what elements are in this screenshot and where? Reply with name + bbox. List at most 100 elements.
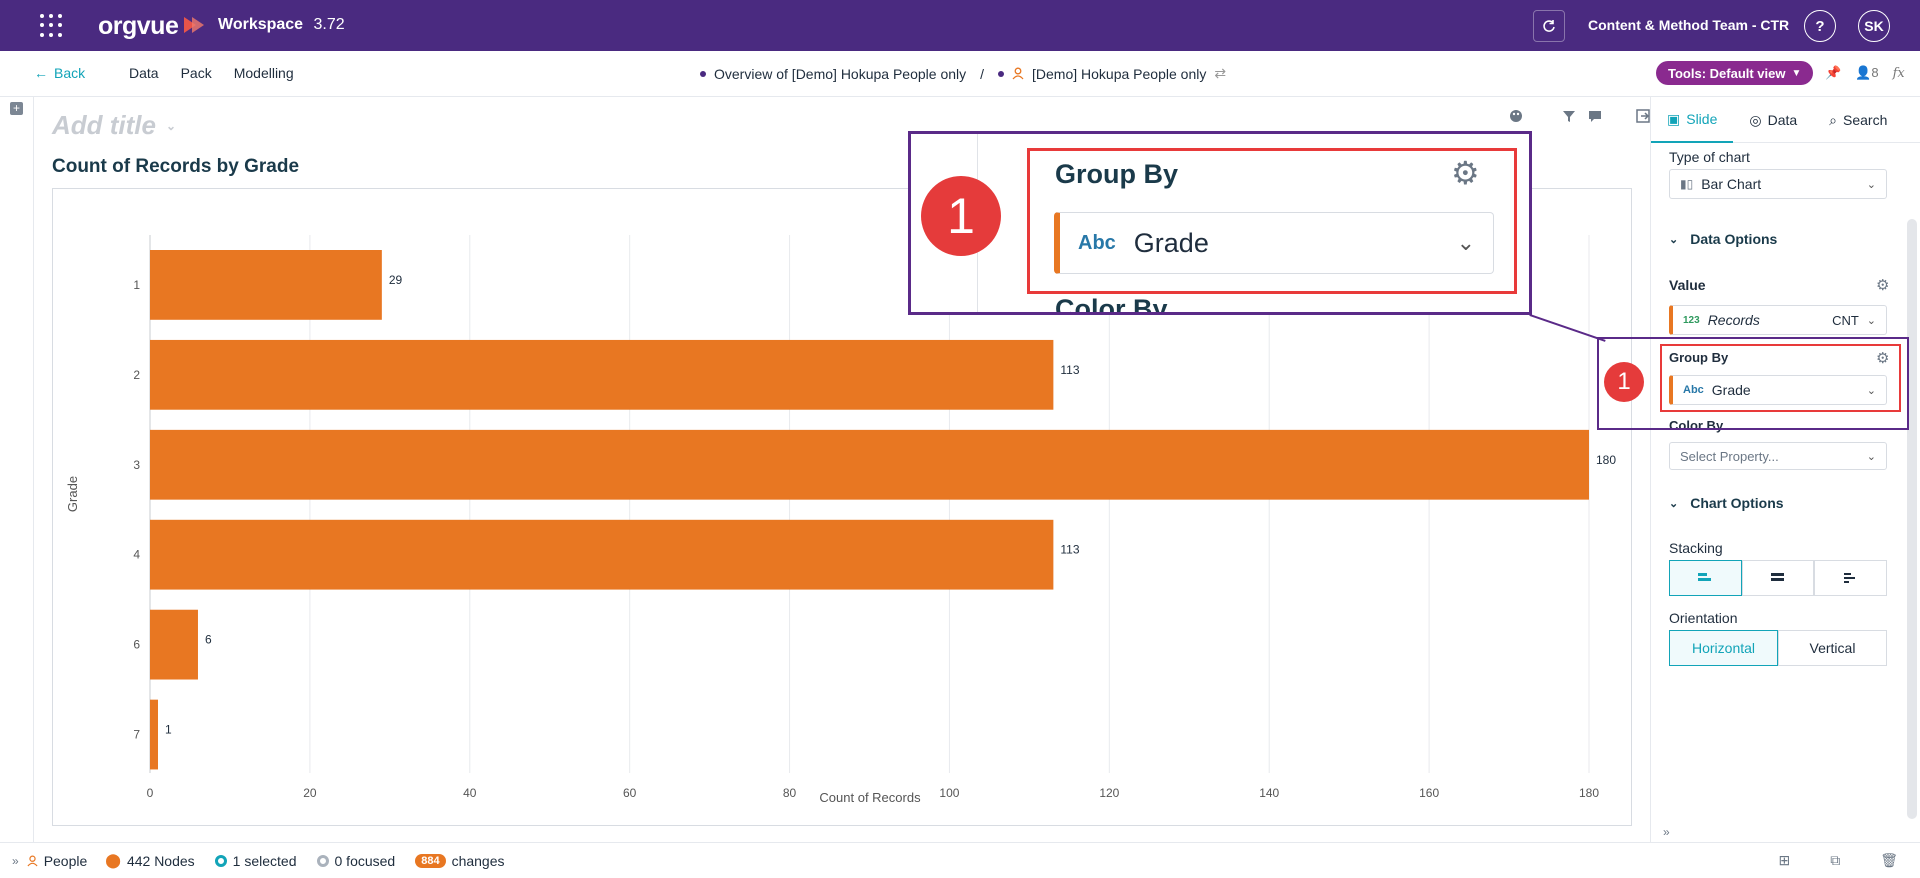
status-selected-label: 1 selected xyxy=(232,852,297,869)
x-axis-title: Count of Records xyxy=(819,790,921,805)
secondary-nav: ← Back Data Pack Modelling Overview of [… xyxy=(0,51,1920,97)
palette-icon[interactable] xyxy=(1508,108,1524,124)
bar-grade-3[interactable] xyxy=(150,429,1589,500)
copy-icon[interactable]: ⧉ xyxy=(1830,852,1841,868)
app-launcher-icon[interactable] xyxy=(40,14,66,38)
chart-type-value: Bar Chart xyxy=(1701,176,1762,192)
status-nodes[interactable]: ⬤ 442 Nodes xyxy=(105,852,194,869)
group-by-gear-icon[interactable]: ⚙ xyxy=(1876,350,1890,367)
chart-options-header[interactable]: ⌄ Chart Options xyxy=(1669,495,1784,511)
status-entity[interactable]: People xyxy=(27,852,88,869)
zoom-step-badge: 1 xyxy=(921,176,1001,256)
tab-data[interactable]: ◎ Data xyxy=(1733,97,1813,143)
nav-modelling[interactable]: Modelling xyxy=(233,65,294,81)
refresh-icon xyxy=(1543,20,1555,32)
nodes-icon: ⬤ xyxy=(105,852,121,868)
y-tick-label: 7 xyxy=(133,728,140,742)
value-gear-icon[interactable]: ⚙ xyxy=(1876,277,1890,294)
orientation-label: Orientation xyxy=(1669,610,1738,626)
refresh-button[interactable] xyxy=(1533,10,1565,42)
panel-scrollbar[interactable] xyxy=(1907,219,1917,819)
stacking-percent-button[interactable] xyxy=(1814,560,1888,596)
percent-bars-icon xyxy=(1843,573,1855,583)
group-by-highlight-box xyxy=(1660,344,1901,412)
breadcrumb-dataset[interactable]: [Demo] Hokupa People only xyxy=(1032,65,1207,82)
add-title-input[interactable]: Add title ⌄ xyxy=(52,110,176,141)
value-aggregation[interactable]: CNT xyxy=(1832,312,1859,328)
value-select[interactable]: 123 Records CNT ⌄ xyxy=(1669,305,1887,335)
tab-search[interactable]: ⌕ Search xyxy=(1813,97,1903,143)
x-tick-label: 80 xyxy=(783,786,797,800)
swap-icon[interactable]: ⇄ xyxy=(1214,65,1227,81)
bar-grade-6[interactable] xyxy=(150,609,198,680)
bar-grade-4[interactable] xyxy=(150,519,1054,590)
people-count[interactable]: 👤8 xyxy=(1855,65,1879,80)
stacking-grouped-button[interactable] xyxy=(1669,560,1742,596)
bar-grade-2[interactable] xyxy=(150,339,1054,410)
add-icon[interactable]: ⊞ xyxy=(1778,852,1791,868)
status-changes-label: changes xyxy=(451,852,505,869)
expand-panel-icon[interactable]: » xyxy=(1663,825,1670,839)
user-avatar[interactable]: SK xyxy=(1858,10,1890,42)
bar-grade-1[interactable] xyxy=(150,250,382,320)
bar-chart: 0 20 40 60 80 100 120 140 160 180 1 29 2 113 3 180 4 113 6… xyxy=(65,235,1616,805)
workspace-label: Workspace xyxy=(218,16,304,33)
formula-icon[interactable]: fx xyxy=(1892,65,1905,81)
nav-data[interactable]: Data xyxy=(129,65,159,81)
zoom-group-by-select: Abc Grade ⌄ xyxy=(1054,212,1494,274)
bar-grade-7[interactable] xyxy=(150,699,158,770)
export-icon[interactable] xyxy=(1636,109,1650,123)
stacking-stacked-button[interactable] xyxy=(1741,560,1815,596)
orientation-options: Horizontal Vertical xyxy=(1669,630,1887,666)
group-by-select[interactable]: Abc Grade ⌄ xyxy=(1669,375,1887,405)
bar-value-label: 113 xyxy=(1060,543,1079,557)
status-changes[interactable]: 884 changes xyxy=(415,852,505,869)
data-options-header[interactable]: ⌄ Data Options xyxy=(1669,231,1777,247)
expand-left-icon[interactable]: » xyxy=(12,853,19,868)
data-options-label: Data Options xyxy=(1690,231,1778,247)
tools-view-selector[interactable]: Tools: Default view ▼ xyxy=(1656,61,1814,85)
add-slide-icon[interactable]: + xyxy=(10,102,23,115)
zoom-highlight-box xyxy=(1027,148,1517,294)
chart-type-select[interactable]: ▮▯ Bar Chart ⌄ xyxy=(1669,169,1887,199)
type-of-chart-label: Type of chart xyxy=(1669,149,1750,165)
orientation-vertical-button[interactable]: Vertical xyxy=(1778,630,1887,666)
comment-icon[interactable] xyxy=(1588,109,1602,123)
search-icon: ⌕ xyxy=(1829,111,1838,128)
y-tick-label: 2 xyxy=(133,368,140,382)
chevron-down-icon: ⌄ xyxy=(1669,497,1679,510)
nav-pack[interactable]: Pack xyxy=(180,65,212,81)
back-link[interactable]: ← Back xyxy=(34,65,85,81)
orientation-horizontal-button[interactable]: Horizontal xyxy=(1669,630,1778,666)
nav-icons: 📌 👤8 fx xyxy=(1825,65,1905,81)
help-button[interactable]: ? xyxy=(1804,10,1836,42)
numeric-type-icon: 123 xyxy=(1683,314,1700,326)
y-tick-label: 3 xyxy=(133,458,140,472)
chevron-down-icon: ▼ xyxy=(1791,67,1802,79)
slide-icon: ▣ xyxy=(1667,110,1681,127)
breadcrumb-overview[interactable]: Overview of [Demo] Hokupa People only xyxy=(714,65,967,82)
tab-slide[interactable]: ▣ Slide xyxy=(1651,97,1734,143)
x-tick-label: 60 xyxy=(623,786,637,800)
x-tick-label: 40 xyxy=(463,786,477,800)
team-selector[interactable]: Content & Method Team - CTR xyxy=(1588,17,1790,33)
tab-data-label: Data xyxy=(1767,112,1798,128)
status-entity-label: People xyxy=(43,852,88,869)
group-by-callout-frame xyxy=(1597,337,1909,430)
tools-label: Tools: Default view xyxy=(1668,65,1786,81)
pin-icon[interactable]: 📌 xyxy=(1825,65,1842,80)
chart-options-label: Chart Options xyxy=(1690,495,1784,511)
workspace-version: 3.72 xyxy=(313,16,345,33)
trash-icon[interactable]: 🗑 xyxy=(1880,852,1898,868)
status-nodes-label: 442 Nodes xyxy=(126,852,195,869)
breadcrumb: Overview of [Demo] Hokupa People only / … xyxy=(700,65,1226,82)
nav-menu: Data Pack Modelling xyxy=(129,65,294,81)
filter-icon[interactable] xyxy=(1562,109,1576,123)
bar-value-label: 113 xyxy=(1060,363,1079,377)
color-by-select[interactable]: Select Property... ⌄ xyxy=(1669,442,1887,470)
status-selected[interactable]: 1 selected xyxy=(214,852,297,869)
color-by-placeholder: Select Property... xyxy=(1680,448,1779,464)
step-badge: 1 xyxy=(1604,362,1644,402)
data-icon: ◎ xyxy=(1749,111,1762,128)
status-focused[interactable]: 0 focused xyxy=(316,853,395,869)
